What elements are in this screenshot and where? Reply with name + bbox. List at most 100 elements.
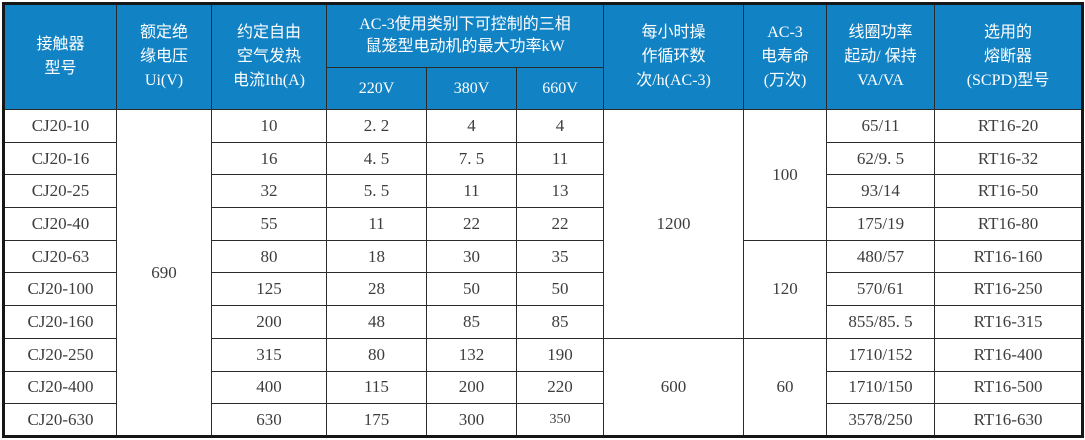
cell-life: 60 <box>743 337 828 438</box>
cell-kw-380: 7. 5 <box>426 141 517 176</box>
cell-coil: 175/19 <box>826 207 936 241</box>
cell-coil: 570/61 <box>826 272 936 307</box>
cell-kw-660: 350 <box>515 403 605 437</box>
cell-fuse: RT16-20 <box>934 109 1084 143</box>
cell-coil: 3578/250 <box>826 403 936 437</box>
cell-ith: 32 <box>211 174 327 209</box>
cell-ith: 200 <box>211 305 327 339</box>
cell-fuse: RT16-160 <box>934 239 1084 274</box>
cell-kw-220: 4. 5 <box>326 141 427 176</box>
header-fuse-type: 选用的 熔断器 (SCPD)型号 <box>934 3 1084 110</box>
cell-life: 120 <box>743 239 828 339</box>
header-insulation-voltage: 额定绝 缘电压 Ui(V) <box>116 3 212 110</box>
cell-kw-220: 28 <box>326 272 427 307</box>
header-cycles-per-hour: 每小时操 作循环数 次/h(AC-3) <box>603 3 745 110</box>
cell-coil: 480/57 <box>826 239 936 274</box>
cell-cycles: 1200 <box>603 109 745 339</box>
table-row: CJ20-63 80 18 30 35 120 480/57 RT16-160 <box>3 239 1084 339</box>
cell-kw-380: 11 <box>426 174 517 209</box>
header-380v: 380V <box>426 67 517 110</box>
cell-fuse: RT16-50 <box>934 174 1084 209</box>
cell-model: CJ20-100 <box>3 272 117 307</box>
cell-fuse: RT16-315 <box>934 305 1084 339</box>
table-row: CJ20-630 630 175 300 350 3578/250 RT16-630 <box>3 403 1084 437</box>
cell-kw-380: 50 <box>426 272 517 307</box>
cell-fuse: RT16-80 <box>934 207 1084 241</box>
table-row: CJ20-250 315 80 132 190 600 60 1710/152 RT16-400 <box>3 337 1084 438</box>
cell-fuse: RT16-630 <box>934 403 1084 437</box>
cell-kw-660: 85 <box>515 305 605 339</box>
cell-kw-220: 48 <box>326 305 427 339</box>
table-body: CJ20-10 690 10 2. 2 4 4 1200 100 65/11 RT16-20 CJ2… <box>3 109 1084 438</box>
cell-model: CJ20-63 <box>3 239 117 274</box>
cell-kw-220: 5. 5 <box>326 174 427 209</box>
header-220v: 220V <box>326 67 427 110</box>
table-row: CJ20-100 125 28 50 50 570/61 RT16-250 <box>3 272 1084 307</box>
cell-kw-380: 200 <box>426 370 517 405</box>
cell-model: CJ20-40 <box>3 207 117 241</box>
cell-coil: 1710/152 <box>826 337 936 372</box>
cell-ith: 630 <box>211 403 327 437</box>
cell-fuse: RT16-400 <box>934 337 1084 372</box>
table-row: CJ20-10 690 10 2. 2 4 4 1200 100 65/11 RT16-20 <box>3 109 1084 437</box>
cell-kw-220: 11 <box>326 207 427 241</box>
cell-coil: 62/9. 5 <box>826 141 936 176</box>
cell-kw-380: 85 <box>426 305 517 339</box>
cell-kw-660: 11 <box>515 141 605 176</box>
cell-life: 100 <box>743 109 828 241</box>
cell-cycles: 600 <box>603 337 745 438</box>
cell-kw-380: 30 <box>426 239 517 274</box>
table-row: CJ20-25 32 5. 5 11 13 93/14 RT16-50 <box>3 174 1084 209</box>
cell-ith: 400 <box>211 370 327 405</box>
cell-ith: 125 <box>211 272 327 307</box>
cell-kw-220: 18 <box>326 239 427 274</box>
header-thermal-current: 约定自由 空气发热 电流Ith(A) <box>211 3 327 110</box>
cell-ith: 80 <box>211 239 327 274</box>
cell-kw-380: 22 <box>426 207 517 241</box>
cell-model: CJ20-10 <box>3 109 117 143</box>
table-row: CJ20-400 400 115 200 220 1710/150 RT16-500 <box>3 370 1084 405</box>
table-header: 接触器 型号 额定绝 缘电压 Ui(V) 约定自由 空气发热 电流Ith(A) … <box>3 3 1084 110</box>
cell-ui: 690 <box>116 109 212 437</box>
cell-kw-660: 22 <box>515 207 605 241</box>
cell-kw-220: 115 <box>326 370 427 405</box>
table-row: CJ20-16 16 4. 5 7. 5 11 62/9. 5 RT16-32 <box>3 141 1084 176</box>
cell-coil: 1710/150 <box>826 370 936 405</box>
cell-ith: 55 <box>211 207 327 241</box>
cell-kw-220: 2. 2 <box>326 109 427 143</box>
cell-kw-660: 190 <box>515 337 605 372</box>
cell-model: CJ20-16 <box>3 141 117 176</box>
cell-fuse: RT16-32 <box>934 141 1084 176</box>
table-row: CJ20-40 55 11 22 22 175/19 RT16-80 <box>3 207 1084 241</box>
header-electrical-life: AC-3 电寿命 (万次) <box>743 3 828 110</box>
header-model: 接触器 型号 <box>3 3 117 110</box>
cell-coil: 65/11 <box>826 109 936 143</box>
cell-kw-660: 4 <box>515 109 605 143</box>
cell-model: CJ20-630 <box>3 403 117 437</box>
cell-ith: 315 <box>211 337 327 372</box>
cell-kw-660: 50 <box>515 272 605 307</box>
cell-fuse: RT16-250 <box>934 272 1084 307</box>
cell-model: CJ20-250 <box>3 337 117 372</box>
header-ac3-max-power-group: AC-3使用类别下可控制的三相 鼠笼型电动机的最大功率kW <box>325 3 605 68</box>
cell-model: CJ20-25 <box>3 174 117 209</box>
cell-coil: 93/14 <box>826 174 936 209</box>
cell-ith: 16 <box>211 141 327 176</box>
cell-model: CJ20-400 <box>3 370 117 405</box>
cell-kw-660: 13 <box>515 174 605 209</box>
cell-model: CJ20-160 <box>3 305 117 339</box>
header-660v: 660V <box>515 67 605 110</box>
cell-kw-660: 220 <box>515 370 605 405</box>
cell-coil: 855/85. 5 <box>826 305 936 339</box>
cell-kw-220: 175 <box>326 403 427 437</box>
cell-kw-380: 300 <box>426 403 517 437</box>
cell-kw-660: 35 <box>515 239 605 274</box>
cell-kw-380: 4 <box>426 109 517 143</box>
cell-kw-380: 132 <box>426 337 517 372</box>
cell-ith: 10 <box>211 109 327 143</box>
header-coil-power: 线圈功率 起动/ 保持 VA/VA <box>826 3 936 110</box>
cell-fuse: RT16-500 <box>934 370 1084 405</box>
cell-kw-220: 80 <box>326 337 427 372</box>
